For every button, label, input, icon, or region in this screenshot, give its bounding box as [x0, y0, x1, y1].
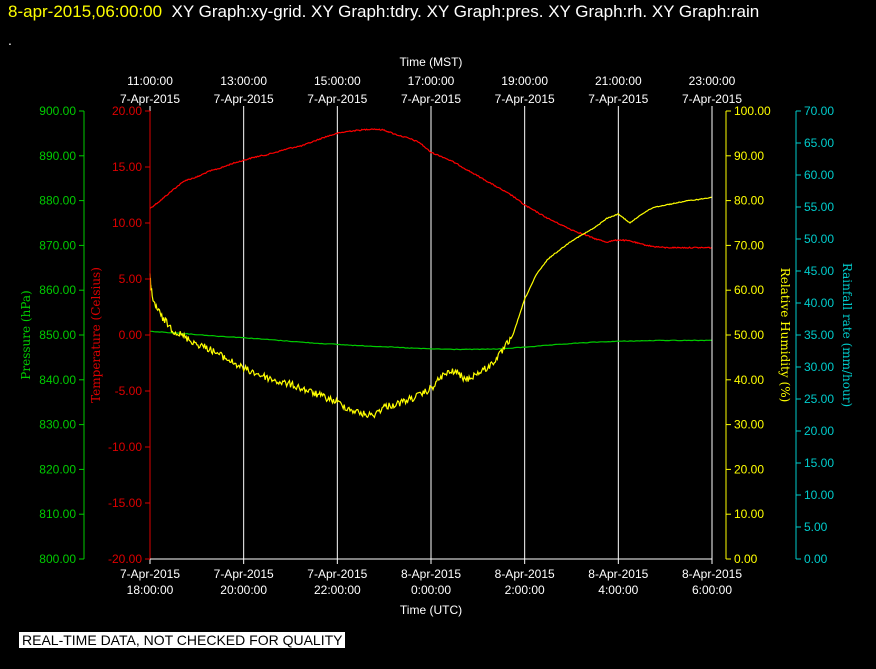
rain-tick-label: 10.00 [804, 488, 834, 502]
utc-tick-time: 4:00:00 [598, 583, 638, 597]
rain-tick-label: 35.00 [804, 328, 834, 342]
mst-tick-date: 7-Apr-2015 [495, 92, 555, 106]
mst-tick-time: 21:00:00 [595, 74, 642, 88]
utc-tick-time: 18:00:00 [127, 583, 174, 597]
utc-tick-date: 8-Apr-2015 [401, 567, 461, 581]
rh-series-line [149, 196, 713, 419]
pres-tick-label: 860.00 [39, 283, 76, 297]
rh-tick-label: 60.00 [734, 283, 764, 297]
rain-tick-label: 40.00 [804, 296, 834, 310]
pres-tick-label: 870.00 [39, 238, 76, 252]
utc-tick-date: 8-Apr-2015 [495, 567, 555, 581]
rh-tick-label: 10.00 [734, 507, 764, 521]
header-timestamp: 8-apr-2015,06:00:00 [8, 2, 163, 21]
quality-disclaimer: REAL-TIME DATA, NOT CHECKED FOR QUALITY [19, 632, 346, 648]
utc-tick-date: 8-Apr-2015 [682, 567, 742, 581]
graph-header: 8-apr-2015,06:00:00 XY Graph:xy-grid. XY… [8, 2, 759, 22]
series-layer [149, 128, 713, 419]
tdry-tick-label: 20.00 [112, 104, 142, 118]
rh-tick-label: 30.00 [734, 418, 764, 432]
rh-tick-label: 70.00 [734, 238, 764, 252]
tdry-tick-label: 0.00 [119, 328, 143, 342]
mst-tick-date: 7-Apr-2015 [588, 92, 648, 106]
mst-tick-date: 7-Apr-2015 [307, 92, 367, 106]
mst-tick-date: 7-Apr-2015 [682, 92, 742, 106]
pres-tick-label: 890.00 [39, 149, 76, 163]
utc-tick-date: 7-Apr-2015 [120, 567, 180, 581]
pres-tick-label: 840.00 [39, 373, 76, 387]
header-dot: . [8, 32, 12, 48]
rain-tick-label: 70.00 [804, 104, 834, 118]
mst-tick-time: 23:00:00 [689, 74, 736, 88]
rh-tick-label: 50.00 [734, 328, 764, 342]
mst-tick-date: 7-Apr-2015 [120, 92, 180, 106]
rain-tick-label: 30.00 [804, 360, 834, 374]
mst-tick-time: 13:00:00 [220, 74, 267, 88]
pres-tick-label: 850.00 [39, 328, 76, 342]
utc-tick-date: 7-Apr-2015 [214, 567, 274, 581]
rain-tick-label: 60.00 [804, 168, 834, 182]
header-graph-list: XY Graph:xy-grid. XY Graph:tdry. XY Grap… [171, 2, 760, 21]
rain-tick-label: 55.00 [804, 200, 834, 214]
pres-axis-title: Pressure (hPa) [19, 290, 33, 379]
rain-tick-label: 15.00 [804, 456, 834, 470]
utc-tick-time: 22:00:00 [314, 583, 361, 597]
pres-series-line [150, 330, 713, 351]
pres-tick-label: 820.00 [39, 462, 76, 476]
rh-tick-label: 100.00 [734, 104, 771, 118]
tdry-tick-label: -15.00 [108, 496, 142, 510]
utc-tick-date: 7-Apr-2015 [307, 567, 367, 581]
pres-tick-label: 800.00 [39, 552, 76, 566]
utc-tick-time: 20:00:00 [220, 583, 267, 597]
rh-tick-label: 40.00 [734, 373, 764, 387]
mst-tick-date: 7-Apr-2015 [214, 92, 274, 106]
rh-tick-label: 0.00 [734, 552, 758, 566]
rain-tick-label: 0.00 [804, 552, 828, 566]
rain-tick-label: 45.00 [804, 264, 834, 278]
utc-tick-date: 8-Apr-2015 [588, 567, 648, 581]
utc-tick-time: 2:00:00 [505, 583, 545, 597]
tdry-tick-label: -20.00 [108, 552, 142, 566]
mst-tick-date: 7-Apr-2015 [401, 92, 461, 106]
mst-tick-time: 19:00:00 [501, 74, 548, 88]
tdry-tick-label: -5.00 [115, 384, 143, 398]
rain-tick-label: 20.00 [804, 424, 834, 438]
mst-tick-time: 17:00:00 [408, 74, 455, 88]
mst-tick-time: 11:00:00 [127, 74, 173, 88]
rain-tick-label: 25.00 [804, 392, 834, 406]
utc-tick-time: 6:00:00 [692, 583, 732, 597]
grid [243, 111, 619, 559]
axes: 7-Apr-2015 18:00:00 7-Apr-2015 20:00:00 7-Ap… [19, 55, 854, 617]
pres-tick-label: 880.00 [39, 194, 76, 208]
mst-tick-time: 15:00:00 [314, 74, 361, 88]
tdry-axis-title: Temperature (Celsius) [89, 267, 103, 403]
rain-tick-label: 50.00 [804, 232, 834, 246]
bottom-axis-title: Time (UTC) [400, 603, 462, 617]
tdry-tick-label: 5.00 [119, 272, 143, 286]
rh-axis-title: Relative Humidity (%) [778, 268, 792, 403]
tdry-series-line [149, 128, 713, 249]
rain-tick-label: 5.00 [804, 520, 828, 534]
rain-axis-title: Rainfall rate (mm/hour) [840, 263, 854, 407]
pres-tick-label: 900.00 [39, 104, 76, 118]
rh-tick-label: 90.00 [734, 149, 764, 163]
rain-tick-label: 65.00 [804, 136, 834, 150]
pres-tick-label: 830.00 [39, 418, 76, 432]
tdry-tick-label: 15.00 [112, 160, 142, 174]
tdry-tick-label: -10.00 [108, 440, 142, 454]
rh-tick-label: 80.00 [734, 194, 764, 208]
pres-tick-label: 810.00 [39, 507, 76, 521]
rh-tick-label: 20.00 [734, 462, 764, 476]
utc-tick-time: 0:00:00 [411, 583, 451, 597]
tdry-tick-label: 10.00 [112, 216, 142, 230]
top-axis-title: Time (MST) [400, 55, 463, 69]
